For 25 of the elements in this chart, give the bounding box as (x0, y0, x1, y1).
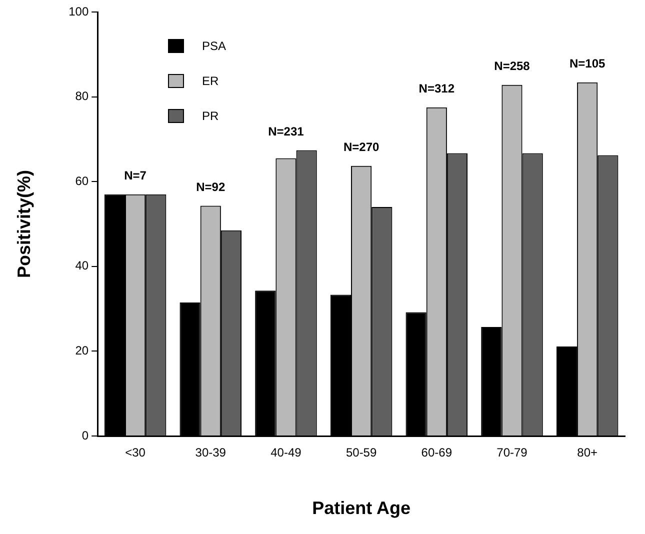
x-tick-label: 30-39 (195, 446, 226, 460)
y-tick-label: 80 (75, 89, 89, 104)
legend-label: PR (202, 109, 219, 123)
x-tick-label: 60-69 (421, 446, 452, 460)
y-tick-label: 0 (82, 428, 89, 442)
legend-label: PSA (202, 39, 226, 53)
y-tick-label: 60 (75, 174, 89, 188)
x-tick-label: 80+ (577, 446, 598, 460)
annotation: N=258 (494, 59, 530, 74)
annotation: N=7 (124, 168, 147, 183)
x-tick-label: 50-59 (346, 446, 377, 460)
annotation: N=270 (343, 140, 380, 154)
annotation: N=231 (268, 124, 304, 139)
y-axis-title: Positivity(%) (14, 170, 34, 278)
y-tick-label: 40 (75, 258, 89, 273)
x-axis-title: Patient Age (312, 498, 410, 518)
annotation: N=105 (569, 56, 606, 71)
legend-label: ER (202, 74, 219, 88)
x-tick-label: <30 (125, 446, 146, 460)
x-tick-label: 70-79 (496, 446, 528, 460)
y-tick-label: 20 (75, 344, 89, 358)
annotation: N=92 (196, 180, 226, 194)
x-tick-label: 40-49 (270, 446, 302, 460)
y-tick-label: 100 (68, 4, 89, 18)
annotation: N=312 (418, 82, 455, 96)
